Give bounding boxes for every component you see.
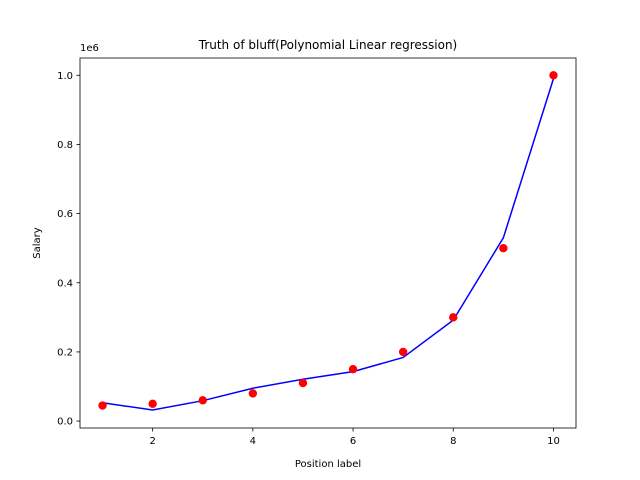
data-point xyxy=(298,378,308,388)
x-tick-label: 2 xyxy=(149,436,155,447)
y-tick-label: 0.6 xyxy=(57,209,73,220)
data-point xyxy=(248,389,258,398)
chart-title: Truth of bluff(Polynomial Linear regress… xyxy=(198,38,457,52)
y-axis-ticks: 0.0 0.2 0.4 0.6 0.8 1.0 xyxy=(57,71,80,428)
x-axis-ticks: 2 4 6 8 10 xyxy=(149,428,560,447)
y-tick-label: 0.0 xyxy=(57,417,73,428)
axes-frame xyxy=(79,57,577,429)
x-tick-label: 4 xyxy=(250,436,256,447)
y-offset-label: 1e6 xyxy=(80,43,99,54)
y-tick-label: 0.2 xyxy=(57,347,73,358)
x-axis-label: Position label xyxy=(295,459,361,470)
y-tick-label: 0.8 xyxy=(57,140,73,151)
x-tick-label: 6 xyxy=(350,436,356,447)
y-axis-label: Salary xyxy=(32,227,43,258)
plot-area xyxy=(98,71,558,411)
x-tick-label: 8 xyxy=(450,436,456,447)
x-tick-label: 10 xyxy=(547,436,560,447)
y-tick-label: 0.4 xyxy=(57,278,73,289)
data-point xyxy=(449,313,458,322)
regression-line xyxy=(102,78,555,411)
data-point xyxy=(148,399,157,408)
data-point xyxy=(499,243,508,253)
data-point xyxy=(98,401,107,410)
data-point xyxy=(398,347,408,357)
y-tick-label: 1.0 xyxy=(57,71,73,82)
data-point xyxy=(198,396,207,405)
data-point xyxy=(348,365,358,374)
data-point xyxy=(549,71,558,80)
